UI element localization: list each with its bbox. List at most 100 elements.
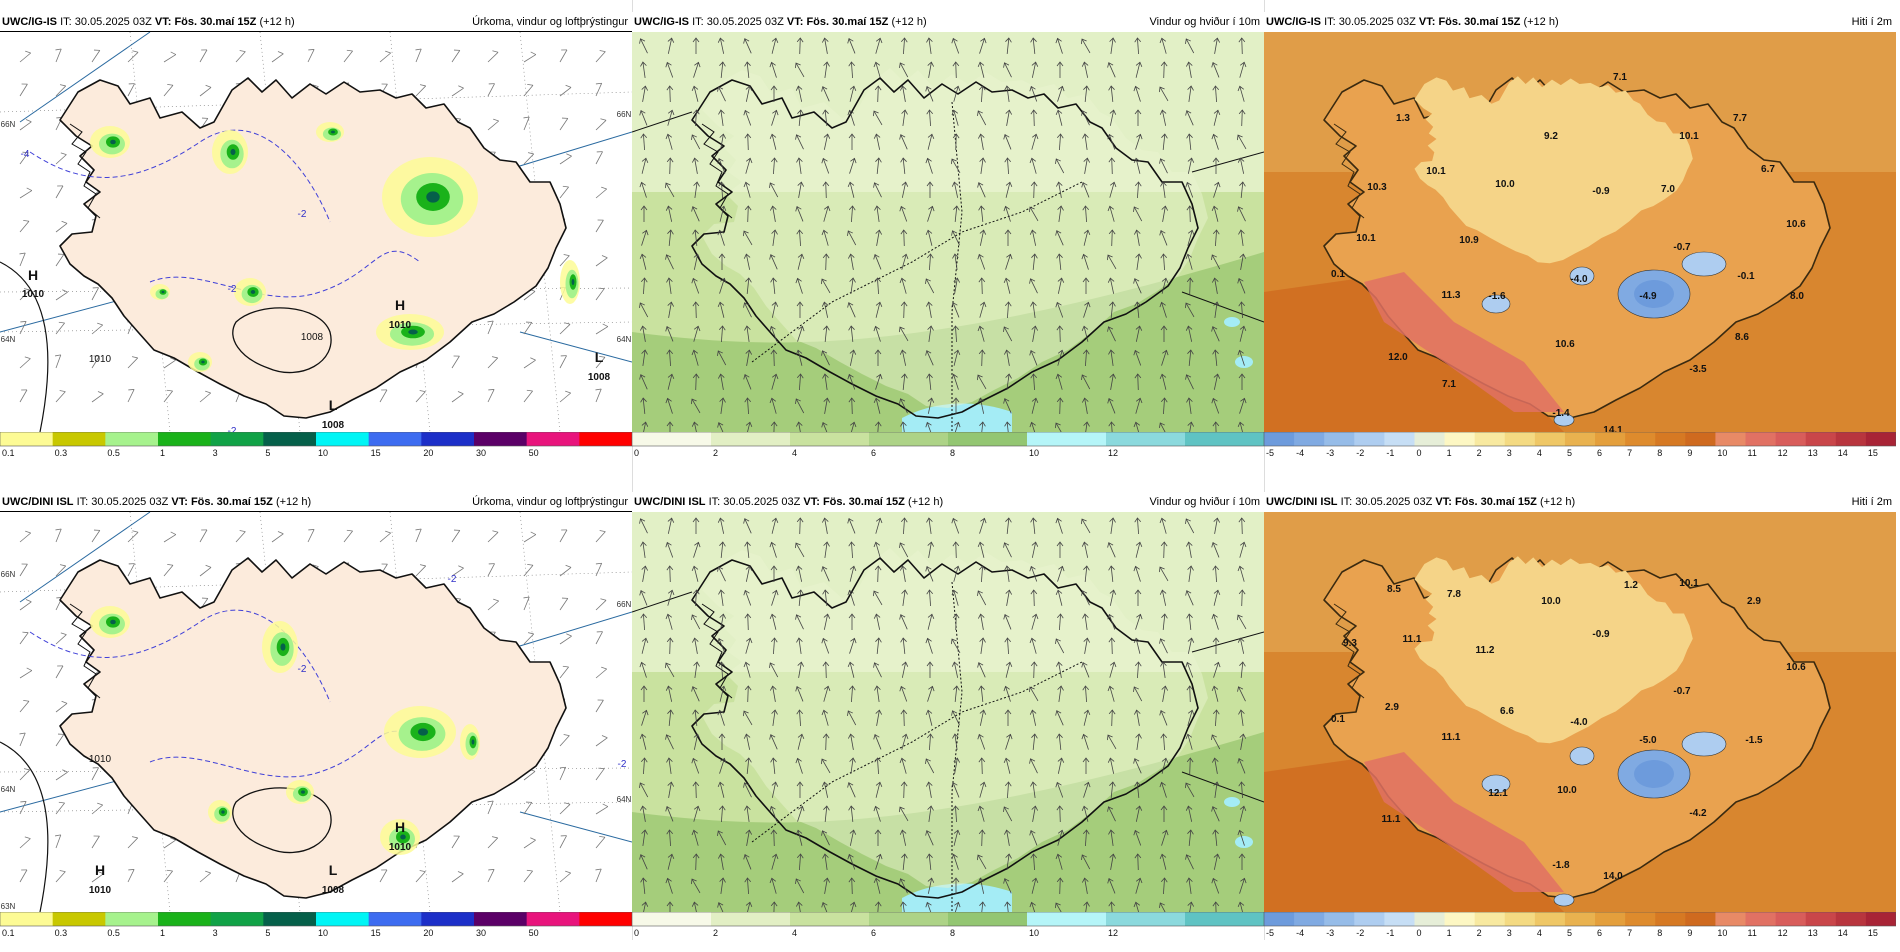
wind-arrow-icon <box>796 157 803 174</box>
wind-arrow-icon <box>1056 541 1064 558</box>
wind-arrow-icon <box>1109 781 1116 798</box>
temperature-label: 11.1 <box>1403 634 1422 645</box>
map-label: L <box>595 349 604 365</box>
legend-swatch <box>526 432 580 446</box>
wind-arrow-icon <box>1237 565 1245 582</box>
wind-arrow-icon <box>1238 37 1246 55</box>
legend-swatch <box>1027 432 1107 446</box>
wind-arrow-icon <box>1187 421 1195 432</box>
wind-arrow-icon <box>925 830 934 846</box>
wind-arrow-icon <box>979 421 986 432</box>
wind-arrow-icon <box>1003 398 1012 414</box>
wind-arrow-icon <box>1109 661 1117 678</box>
wind-arrow-icon <box>1031 877 1039 894</box>
wind-barb-icon <box>595 82 603 97</box>
wind-barb-icon <box>559 633 572 645</box>
wind-arrow-icon <box>951 517 960 534</box>
wind-barb-icon <box>523 801 533 815</box>
wind-arrow-icon <box>1160 541 1168 559</box>
wind-barb-icon <box>487 389 495 403</box>
wind-barb-icon <box>487 118 499 131</box>
wind-arrow-icon <box>899 134 908 150</box>
wind-arrow-icon <box>795 542 805 558</box>
wind-barb-icon <box>559 117 569 131</box>
wind-arrow-icon <box>1055 902 1065 912</box>
wind-arrow-icon <box>823 205 831 222</box>
legend-swatch <box>1106 912 1186 926</box>
wind-arrow-icon <box>1185 590 1194 606</box>
wind-barb-icon <box>91 322 103 335</box>
wind-arrow-icon <box>1108 637 1116 655</box>
wind-arrow-icon <box>1185 661 1194 678</box>
wind-arrow-icon <box>900 37 908 55</box>
wind-arrow-icon <box>1211 613 1219 630</box>
wind-arrow-icon <box>927 685 935 702</box>
wind-arrow-icon <box>693 733 701 750</box>
wind-arrow-icon <box>874 85 882 103</box>
wind-arrow-icon <box>1029 206 1039 222</box>
wind-arrow-icon <box>1185 253 1193 270</box>
panel-precip-row2: UWC/DINI ISL IT: 30.05.2025 03Z VT: Fös.… <box>0 492 633 952</box>
wind-arrow-icon <box>666 85 674 103</box>
legend-tick: 2 <box>713 928 718 938</box>
wind-arrow-icon <box>977 854 987 870</box>
wind-arrow-icon <box>641 85 649 102</box>
wind-arrow-icon <box>795 134 804 150</box>
legend-swatch <box>948 912 1028 926</box>
wind-arrow-icon <box>1056 253 1063 270</box>
wind-arrow-icon <box>795 85 803 102</box>
wind-arrow-icon <box>1211 205 1219 222</box>
wind-arrow-icon <box>1133 349 1142 366</box>
legend-tick: 50 <box>529 928 539 938</box>
wind-barb-icon <box>343 49 353 63</box>
wind-arrow-icon <box>1083 901 1090 912</box>
wind-arrow-icon <box>1212 421 1220 432</box>
wind-arrow-icon <box>1031 61 1039 78</box>
wind-arrow-icon <box>1213 109 1221 126</box>
legend-swatch <box>1384 432 1415 446</box>
wind-arrow-icon <box>822 373 829 390</box>
wind-arrow-icon <box>1185 325 1193 342</box>
wind-arrow-icon <box>1187 229 1195 246</box>
wind-barb-icon <box>523 321 533 335</box>
wind-arrow-icon <box>1005 37 1012 54</box>
temperature-label: 11.3 <box>1442 290 1461 301</box>
wind-arrow-icon <box>667 589 675 606</box>
legend-tick: 12 <box>1108 928 1118 938</box>
wind-arrow-icon <box>691 614 701 630</box>
wind-arrow-icon <box>770 277 777 294</box>
wind-arrow-icon <box>927 541 935 558</box>
wind-arrow-icon <box>951 181 959 198</box>
wind-arrow-icon <box>1212 901 1220 912</box>
wind-arrow-icon <box>1005 373 1012 390</box>
legend-tick: -1 <box>1386 928 1394 938</box>
wind-arrow-icon <box>796 301 804 318</box>
wind-arrow-icon <box>666 421 674 432</box>
wind-arrow-icon <box>1187 829 1194 846</box>
wind-arrow-icon <box>667 37 675 54</box>
wind-arrow-icon <box>822 853 829 870</box>
wind-arrow-icon <box>639 589 648 606</box>
wind-arrow-icon <box>771 709 778 726</box>
wind-barb-icon <box>595 699 604 713</box>
panel-header: UWC/IG-IS IT: 30.05.2025 03Z VT: Fös. 30… <box>0 12 632 32</box>
wind-barb-icon <box>163 531 177 543</box>
legend-tick: 0.5 <box>107 928 120 938</box>
temperature-label: 10.9 <box>1459 235 1479 246</box>
wind-barb-icon <box>19 50 31 63</box>
wind-arrow-icon <box>821 830 830 846</box>
wind-arrow-icon <box>1211 254 1221 270</box>
wind-arrow-icon <box>718 661 726 679</box>
wind-arrow-icon <box>641 421 649 432</box>
wind-arrow-icon <box>927 325 934 342</box>
legend-swatch <box>1595 432 1626 446</box>
temperature-label: 7.7 <box>1733 113 1747 124</box>
wind-arrow-icon <box>1213 781 1220 798</box>
wind-barb-icon <box>415 528 422 543</box>
wind-arrow-icon <box>1211 685 1219 702</box>
wind-arrow-icon <box>1135 133 1143 150</box>
wind-barb-icon <box>127 356 139 369</box>
wind-arrow-icon <box>1081 541 1089 558</box>
wind-arrow-icon <box>691 277 700 294</box>
wind-arrow-icon <box>952 877 960 894</box>
